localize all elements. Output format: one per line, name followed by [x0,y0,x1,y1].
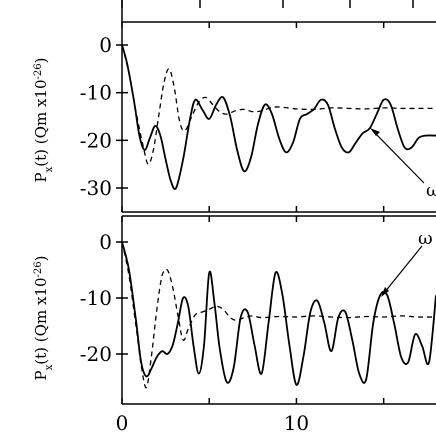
panel-bottom: 0 -10 -20 ω 0 10 [80,215,436,435]
series-line-solid [121,241,436,386]
y-tick-label: -20 [80,128,112,152]
x-tick-label: 10 [284,411,309,435]
annotation-arrow [383,245,423,294]
annotation-label: ω [426,180,436,201]
series-line-dashed [121,241,436,389]
y-tick-label: -10 [80,81,112,105]
y-axis-label-top: Px(t) (Qm x10-26) [32,58,55,183]
series-line-dashed [121,44,436,165]
y-tick-label: -30 [80,176,112,200]
x-tick-label: 0 [116,411,129,435]
series-line-solid [121,44,436,190]
y-tick-label: -20 [80,342,112,366]
annotation-arrow [373,131,425,184]
y-axis-label-bottom: Px(t) (Qm x10-26) [32,256,55,381]
panels-group: 0 -10 -20 -30 ω 0 -10 -20 ω 0 10 [80,0,436,435]
y-tick-label: 0 [99,33,112,57]
panel-top: 0 -10 -20 -30 ω [80,21,436,213]
y-tick-label: 0 [99,230,112,254]
annotation-arrowhead [381,287,389,297]
y-axis-label-text-top: Px(t) (Qm x10-26) [32,58,55,183]
y-tick-label: -10 [80,286,112,310]
y-axis-label-text-bottom: Px(t) (Qm x10-26) [32,256,55,381]
annotation-arrowhead [370,128,380,136]
annotation-label: ω [418,228,433,249]
